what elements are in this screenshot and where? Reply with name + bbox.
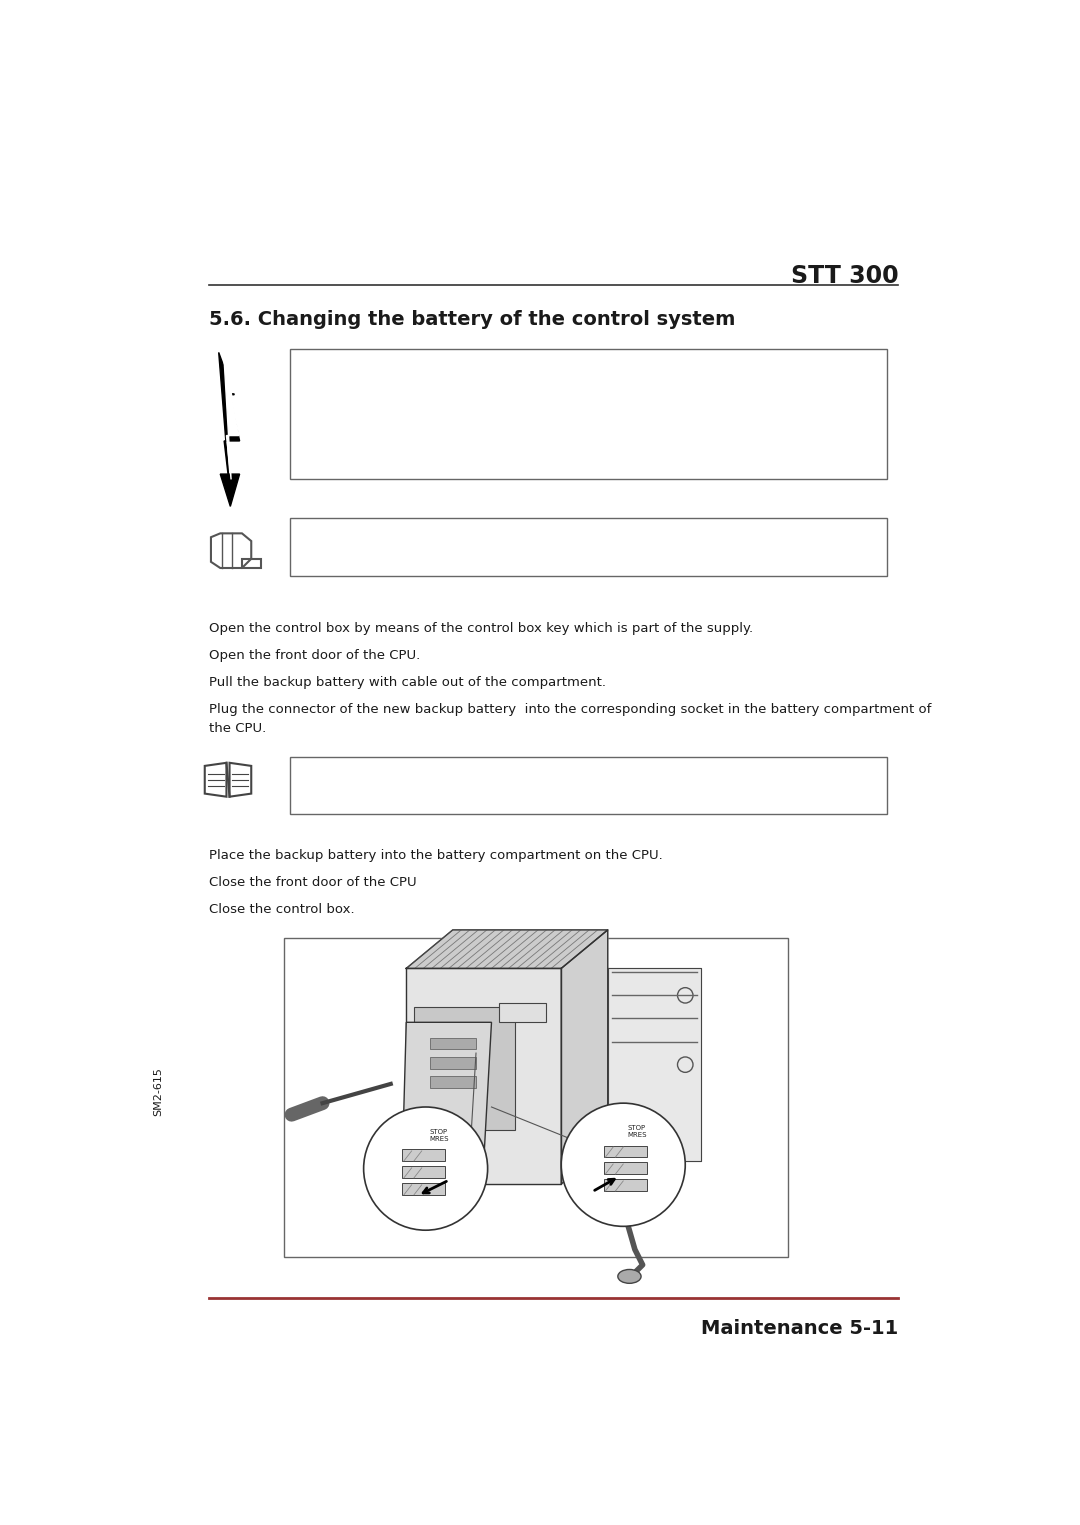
Text: STT 300: STT 300	[791, 264, 899, 288]
Text: The battery may be changed only with the control system switched on.: The battery may be changed only with the…	[306, 535, 801, 549]
Text: STOP
MRES: STOP MRES	[430, 1128, 449, 1142]
Polygon shape	[406, 930, 608, 968]
Polygon shape	[284, 938, 788, 1257]
FancyBboxPatch shape	[430, 1037, 476, 1049]
FancyBboxPatch shape	[403, 1150, 445, 1161]
Polygon shape	[225, 360, 239, 479]
Text: Plug the connector of the new backup battery  into the corresponding socket in t: Plug the connector of the new backup bat…	[208, 703, 931, 735]
Ellipse shape	[618, 1269, 642, 1284]
Circle shape	[364, 1107, 488, 1231]
Text: Close the control box.: Close the control box.	[208, 903, 354, 917]
FancyBboxPatch shape	[430, 1077, 476, 1087]
Text: Pull the backup battery with cable out of the compartment.: Pull the backup battery with cable out o…	[208, 676, 606, 689]
FancyBboxPatch shape	[604, 1162, 647, 1174]
Text: Place the backup battery into the battery compartment on the CPU.: Place the backup battery into the batter…	[208, 849, 662, 862]
Text: Close the front door of the CPU: Close the front door of the CPU	[208, 875, 416, 889]
Polygon shape	[291, 518, 887, 576]
Polygon shape	[291, 349, 887, 479]
Text: Maintenance 5-11: Maintenance 5-11	[701, 1319, 899, 1337]
Text: The notch on the battery connector must point to the left!: The notch on the battery connector must …	[306, 775, 732, 790]
FancyBboxPatch shape	[430, 1057, 476, 1069]
Polygon shape	[220, 474, 240, 506]
Text: Open the front door of the CPU.: Open the front door of the CPU.	[208, 648, 420, 662]
Polygon shape	[403, 1022, 491, 1161]
Polygon shape	[406, 968, 562, 1183]
Polygon shape	[218, 352, 240, 486]
Text: 5.6. Changing the battery of the control system: 5.6. Changing the battery of the control…	[208, 310, 735, 329]
Text: This work may be carried through only by qualified personnel trained in the
fiel: This work may be carried through only by…	[306, 383, 832, 419]
Polygon shape	[562, 930, 608, 1183]
Text: SM2-615: SM2-615	[153, 1068, 163, 1116]
FancyBboxPatch shape	[604, 1145, 647, 1157]
FancyBboxPatch shape	[499, 1003, 545, 1022]
Text: STOP
MRES: STOP MRES	[627, 1125, 647, 1138]
Circle shape	[562, 1103, 685, 1226]
FancyBboxPatch shape	[403, 1167, 445, 1177]
FancyBboxPatch shape	[604, 1179, 647, 1191]
FancyBboxPatch shape	[414, 1006, 515, 1130]
FancyBboxPatch shape	[403, 1183, 445, 1194]
Text: Open the control box by means of the control box key which is part of the supply: Open the control box by means of the con…	[208, 622, 753, 634]
Polygon shape	[608, 968, 701, 1161]
Polygon shape	[291, 756, 887, 814]
